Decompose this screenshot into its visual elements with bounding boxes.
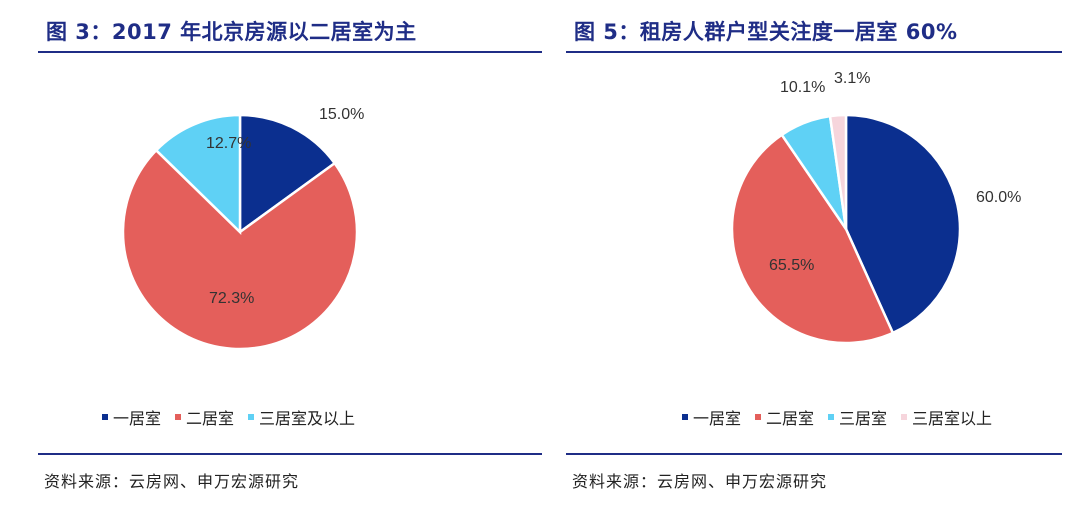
pie-slice-4 <box>828 113 848 230</box>
legend-item-4: 三居室以上 <box>901 405 992 429</box>
pie-chart-housing-supply: 15.0% 72.3% 12.7% <box>121 106 364 351</box>
legend-item-3: 三居室及以上 <box>248 405 355 429</box>
pie-slice-1 <box>238 113 337 235</box>
chart-title: 图 5：租房人群户型关注度一居室 60% <box>574 20 958 44</box>
chart-legend: 一居室 二居室 三居室及以上 <box>102 405 355 429</box>
legend-item-1: 一居室 <box>682 405 741 429</box>
chart-source: 资料来源：云房网、申万宏源研究 <box>44 472 300 491</box>
data-label-2: 72.3% <box>209 290 254 307</box>
legend-label: 三居室 <box>839 409 888 428</box>
data-label-1: 60.0% <box>976 189 1021 206</box>
legend-label: 三居室以上 <box>912 409 993 428</box>
source-rule <box>38 453 542 455</box>
legend-label: 二居室 <box>766 409 815 428</box>
data-label-3: 12.7% <box>206 135 251 152</box>
legend-swatch <box>901 414 908 420</box>
pie-chart-renter-attention: 60.0% 65.5% 10.1% 3.1% <box>730 70 1021 345</box>
chart-legend: 一居室 二居室 三居室 三居室以上 <box>682 405 992 429</box>
data-label-2: 65.5% <box>769 257 814 274</box>
data-label-1: 15.0% <box>319 106 364 123</box>
legend-swatch <box>828 414 835 420</box>
data-label-4: 3.1% <box>834 70 870 87</box>
legend-label: 一居室 <box>113 409 162 428</box>
legend-swatch <box>755 414 762 420</box>
pie-slice-2 <box>121 148 359 351</box>
pie-slice-2 <box>730 133 895 345</box>
title-rule <box>566 51 1062 53</box>
chart-source: 资料来源：云房网、申万宏源研究 <box>572 472 828 491</box>
legend-item-2: 二居室 <box>755 405 814 429</box>
legend-label: 三居室及以上 <box>259 409 356 428</box>
legend-swatch <box>248 414 255 420</box>
legend-swatch <box>175 414 182 420</box>
data-label-3: 10.1% <box>780 79 825 96</box>
legend-swatch <box>682 414 688 420</box>
legend-item-1: 一居室 <box>102 405 161 429</box>
title-rule <box>38 51 542 53</box>
legend-label: 二居室 <box>186 409 235 428</box>
legend-label: 一居室 <box>693 409 742 428</box>
legend-item-3: 三居室 <box>828 405 887 429</box>
legend-item-2: 二居室 <box>175 405 234 429</box>
chart-title: 图 3：2017 年北京房源以二居室为主 <box>46 20 417 44</box>
chart-panel-left: 图 3：2017 年北京房源以二居室为主 15.0% 72.3% 12.7% 一居室… <box>38 0 542 515</box>
legend-swatch <box>102 414 108 420</box>
pie-slice-3 <box>154 113 242 235</box>
source-rule <box>566 453 1062 455</box>
pie-slice-1 <box>844 113 962 335</box>
chart-panel-right: 图 5：租房人群户型关注度一居室 60% 60.0% 65.5% 10.1% 3.1%… <box>566 0 1062 515</box>
